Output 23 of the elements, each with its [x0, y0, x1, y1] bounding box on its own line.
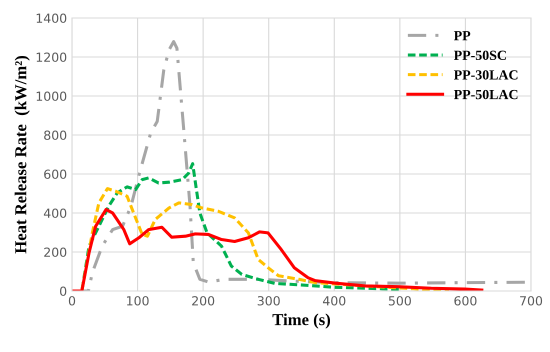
- y-tick-label: 600: [44, 169, 66, 179]
- x-tick-label: 700: [520, 296, 542, 306]
- line-series: [72, 208, 484, 291]
- x-tick-label: 300: [258, 296, 280, 306]
- y-tick-label: 400: [44, 208, 66, 218]
- x-axis-title: Time (s): [272, 314, 330, 329]
- x-tick-label: 600: [454, 296, 477, 306]
- x-tick-label: 400: [322, 296, 346, 306]
- x-tick-label: 0: [68, 296, 76, 306]
- legend-label: PP: [454, 31, 470, 40]
- x-tick-label: 100: [127, 296, 149, 306]
- x-tick-label: 200: [192, 296, 214, 306]
- y-axis-title: Heat Release Rate (kW/m²): [14, 56, 30, 254]
- x-tick-label: 500: [388, 296, 411, 306]
- y-tick-label: 200: [44, 247, 66, 257]
- legend-label: PP-50LAC: [454, 90, 518, 100]
- legend-label: PP-50SC: [454, 50, 506, 60]
- y-tick-label: 0: [60, 286, 66, 296]
- y-tick-label: 1400: [36, 13, 66, 23]
- y-tick-label: 1000: [36, 91, 66, 101]
- y-tick-label: 800: [44, 130, 66, 140]
- y-tick-label: 1200: [36, 52, 66, 62]
- legend-label: PP-30LAC: [454, 70, 518, 80]
